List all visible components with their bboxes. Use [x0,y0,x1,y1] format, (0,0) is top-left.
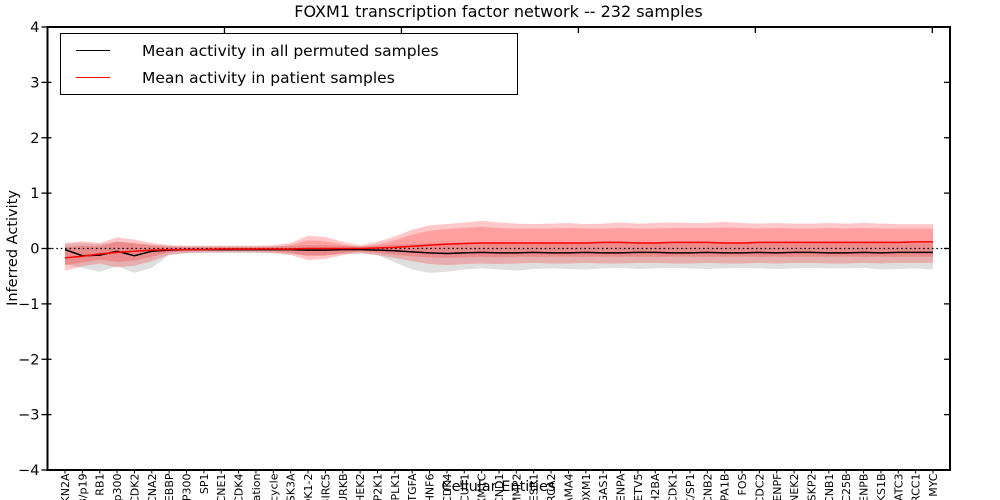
x-tick-label: EP300 [181,474,194,500]
legend-label-patient: Mean activity in patient samples [142,68,395,87]
x-tick-label: ONECUT1 [458,474,471,500]
series-patient-mean-line [64,241,933,259]
y-tick-label: −2 [18,352,39,368]
y-tick-label: 0 [30,242,39,258]
x-tick-label: NFATC3 [892,474,905,500]
x-tick-label: FOS [736,473,749,495]
x-tick-label: MAP2K1 [371,474,384,500]
x-tick-label: CDK2 [128,474,141,500]
x-tick-label: CCNB1/CDK1 [667,474,680,500]
x-tick-label: CDKN2A [59,473,72,500]
chart-title: FOXM1 transcription factor network -- 23… [294,2,703,21]
x-tick-label: CCNA2 [146,474,159,500]
y-tick-label: −4 [18,463,39,479]
x-tick-label: CCNE1 [215,474,228,500]
x-tick-label: HIST1H2BA [649,473,662,500]
x-tick-label: NEK2 [788,474,801,500]
y-tick-label: 1 [30,186,39,202]
x-tick-label: CENPF [771,474,784,500]
x-tick-label: CCNB1 [823,474,836,500]
x-tick-label: CREBBP [163,473,176,500]
legend-line-sample-permuted [76,50,110,51]
x-tick-label: GSK3A [285,473,298,500]
x-tick-label: AURKB [337,474,350,500]
x-tick-label: CDC25B [840,474,853,500]
x-tick-label: BIRC5 [319,474,332,500]
legend-label-permuted: Mean activity in all permuted samples [142,41,439,60]
legend-item-permuted: Mean activity in all permuted samples [61,37,517,64]
y-tick-label: 3 [30,75,39,91]
x-axis-title: Cellular Entities [441,479,556,495]
x-tick-label: MYC [927,473,940,497]
x-tick-label: CDC2 [753,474,766,500]
x-tick-label: XRCC1 [910,474,923,500]
x-tick-label: LAMA4 [562,474,575,500]
x-tick-label: FOXM1B/p19 [76,474,89,500]
band-patient-range-outer [65,220,933,271]
x-tick-label: CCND1 [493,474,506,500]
x-tick-label: ETV5 [632,474,645,500]
legend-item-patient: Mean activity in patient samples [61,64,517,91]
x-tick-label: PLK1 [389,474,402,500]
y-tick-label: −3 [18,408,39,424]
y-tick-label: 2 [30,131,39,147]
x-tick-label: RB1/FOXM1C [476,473,489,500]
x-tick-label: CDK4 [233,474,246,500]
band-patient-range-inner [65,226,933,266]
legend: Mean activity in all permuted samples Me… [60,33,518,95]
y-tick-label: −1 [18,297,39,313]
y-tick-label: 4 [30,20,39,36]
x-tick-label: Cyclin A-E1/CDK1-2 [302,474,315,500]
x-tick-label: SKP2 [805,474,818,500]
x-tick-label: response to radiation [250,473,263,500]
x-tick-label: G2/M transition of mitotic cell cycle [267,473,280,500]
x-tick-label: CKS1B [875,474,888,500]
y-axis-title: Inferred Activity [5,190,21,306]
x-tick-label: BRCA2 [545,474,558,500]
x-tick-label: HSPA1B [719,474,732,500]
x-tick-label: FOXM1B/Cbp/p300 [111,474,124,500]
legend-line-sample-patient [76,77,110,78]
x-tick-label: SP1 [198,474,211,495]
x-tick-label: RB1 [94,474,107,496]
x-tick-label: MMP2 [510,474,523,500]
x-tick-label: CENPB [858,474,871,500]
x-tick-label: GAS1 [597,474,610,500]
x-tick-label: Cyclin D1/CDK4 [441,474,454,500]
x-tick-label: FOXM1C/SP1 [684,474,697,500]
x-tick-label: CHEK2 [354,474,367,500]
x-tick-label: ESR1 [528,474,541,500]
x-tick-label: TGFA [406,473,419,500]
x-tick-label: CENPA [615,473,628,500]
x-tick-label: CCNB2 [701,474,714,500]
x-tick-label: FOXM1B/HNF6 [424,474,437,500]
x-tick-label: FOXM1 [580,474,593,500]
